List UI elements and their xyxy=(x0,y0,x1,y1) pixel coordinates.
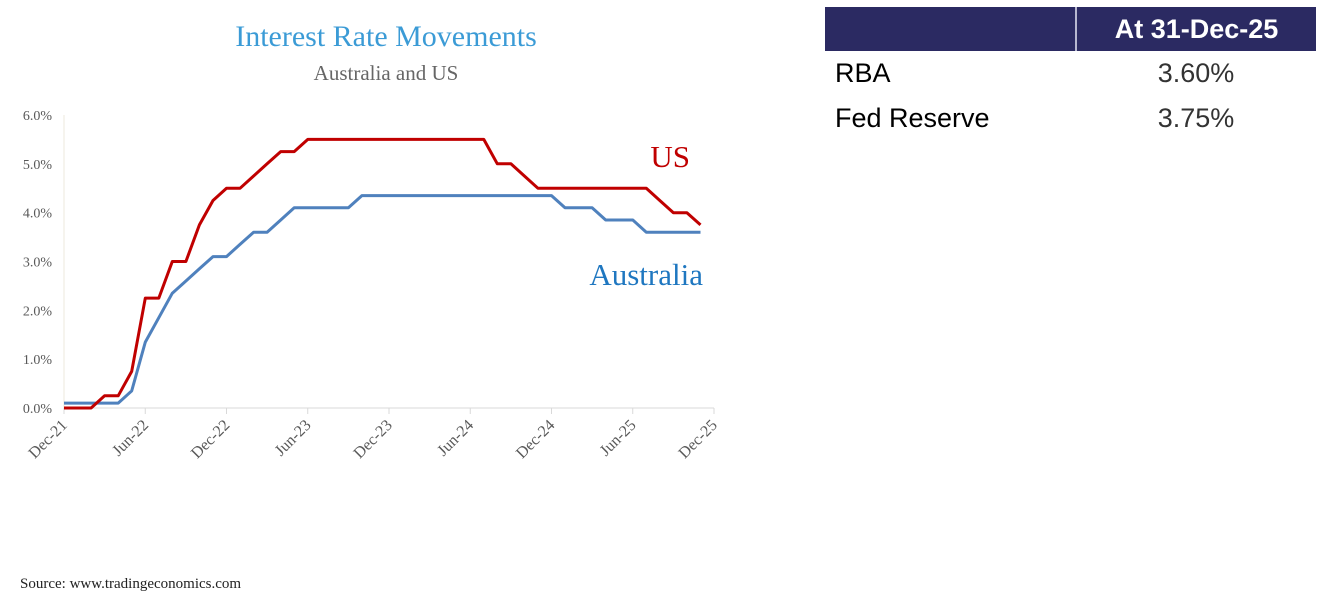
y-tick-label: 2.0% xyxy=(23,304,53,319)
y-tick-label: 0.0% xyxy=(23,402,53,417)
y-tick-label: 1.0% xyxy=(23,353,53,368)
x-tick-label: Dec-22 xyxy=(188,417,233,462)
x-tick-label: Dec-21 xyxy=(26,417,71,462)
x-tick-label: Dec-25 xyxy=(676,417,721,462)
chart-subtitle: Australia and US xyxy=(313,61,459,85)
x-tick-label: Dec-23 xyxy=(351,417,396,462)
interest-rate-chart: 0.0% 1.0% 2.0% 3.0% 4.0% 5.0% 6.0% Dec-21 Jun-22… xyxy=(23,109,721,462)
table-header-blank xyxy=(825,7,1077,51)
series-label-australia: Australia xyxy=(589,257,703,292)
y-tick-label: 3.0% xyxy=(23,256,53,271)
chart-title: Interest Rate Movements xyxy=(235,20,537,53)
table-row: RBA 3.60% xyxy=(825,51,1316,96)
table-row: Fed Reserve 3.75% xyxy=(825,96,1316,141)
x-tick-label: Jun-24 xyxy=(434,417,477,460)
y-tick-label: 4.0% xyxy=(23,207,53,222)
fed-label: Fed Reserve xyxy=(835,103,990,133)
rba-label: RBA xyxy=(835,58,891,88)
x-tick-label: Dec-24 xyxy=(513,417,558,462)
series-label-us: US xyxy=(650,139,690,174)
y-tick-label: 6.0% xyxy=(23,109,53,124)
y-tick-label: 5.0% xyxy=(23,158,53,173)
rba-value: 3.60% xyxy=(1157,58,1235,88)
x-tick-label: Jun-23 xyxy=(272,417,315,460)
rates-table: At 31-Dec-25 RBA 3.60% Fed Reserve 3.75% xyxy=(825,7,1316,141)
source-note: Source: www.tradingeconomics.com xyxy=(20,576,242,592)
fed-value: 3.75% xyxy=(1157,103,1235,133)
series-line-us xyxy=(64,137,702,410)
series-line-australia xyxy=(64,194,701,405)
table-header-date: At 31-Dec-25 xyxy=(1076,7,1316,51)
table-header-row: At 31-Dec-25 xyxy=(825,7,1316,51)
x-tick-label: Jun-22 xyxy=(109,417,152,460)
x-tick-label: Jun-25 xyxy=(597,417,640,460)
